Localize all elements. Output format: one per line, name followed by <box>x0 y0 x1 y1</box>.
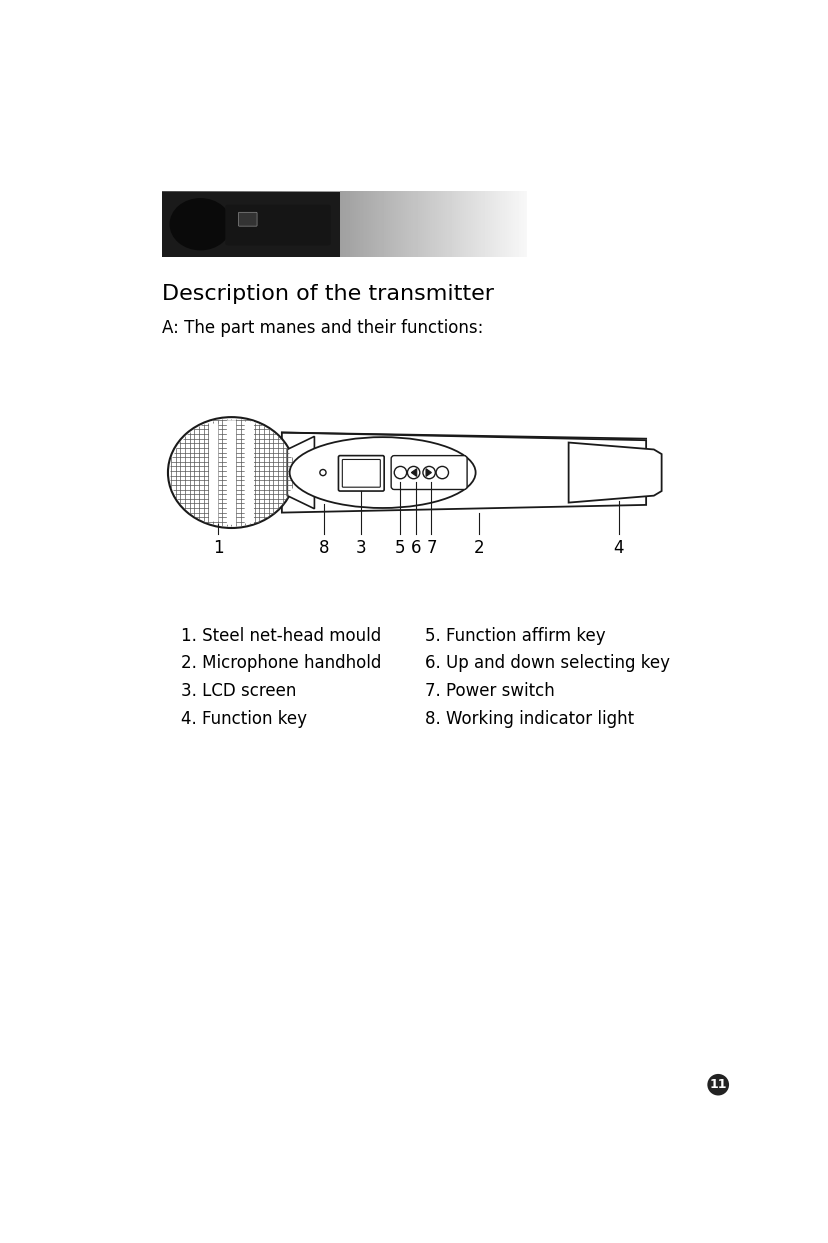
Text: 8. Working indicator light: 8. Working indicator light <box>425 710 633 727</box>
Text: 11: 11 <box>709 1078 726 1091</box>
Text: A: The part manes and their functions:: A: The part manes and their functions: <box>161 318 483 337</box>
Circle shape <box>422 466 435 479</box>
Text: 7: 7 <box>426 538 436 557</box>
Circle shape <box>436 466 448 479</box>
Text: 7. Power switch: 7. Power switch <box>425 682 554 700</box>
Circle shape <box>706 1074 728 1095</box>
Ellipse shape <box>169 198 231 250</box>
Text: 5. Function affirm key: 5. Function affirm key <box>425 626 605 645</box>
Ellipse shape <box>168 418 295 528</box>
FancyBboxPatch shape <box>225 205 330 245</box>
Text: 3. LCD screen: 3. LCD screen <box>181 682 296 700</box>
Text: 3: 3 <box>355 538 366 557</box>
Text: 1. Steel net-head mould: 1. Steel net-head mould <box>181 626 381 645</box>
Polygon shape <box>287 436 314 508</box>
FancyBboxPatch shape <box>238 213 257 226</box>
Polygon shape <box>568 443 661 502</box>
Circle shape <box>320 470 325 476</box>
Polygon shape <box>282 433 645 512</box>
FancyBboxPatch shape <box>161 191 339 257</box>
Text: 6: 6 <box>410 538 421 557</box>
Polygon shape <box>426 469 431 476</box>
Text: 4. Function key: 4. Function key <box>181 710 306 727</box>
Text: 2: 2 <box>474 538 484 557</box>
Text: 4: 4 <box>613 538 623 557</box>
Text: 5: 5 <box>395 538 405 557</box>
FancyBboxPatch shape <box>391 456 466 490</box>
Text: 8: 8 <box>319 538 330 557</box>
Ellipse shape <box>289 438 475 508</box>
Circle shape <box>394 466 407 479</box>
Text: 2. Microphone handhold: 2. Microphone handhold <box>181 654 381 672</box>
Text: 1: 1 <box>213 538 224 557</box>
FancyBboxPatch shape <box>342 460 380 487</box>
FancyBboxPatch shape <box>244 421 253 523</box>
FancyBboxPatch shape <box>227 420 236 525</box>
Text: Description of the transmitter: Description of the transmitter <box>161 283 493 303</box>
FancyBboxPatch shape <box>338 456 383 491</box>
Text: 6. Up and down selecting key: 6. Up and down selecting key <box>425 654 670 672</box>
Polygon shape <box>411 469 416 476</box>
FancyBboxPatch shape <box>209 424 218 522</box>
Circle shape <box>407 466 419 479</box>
